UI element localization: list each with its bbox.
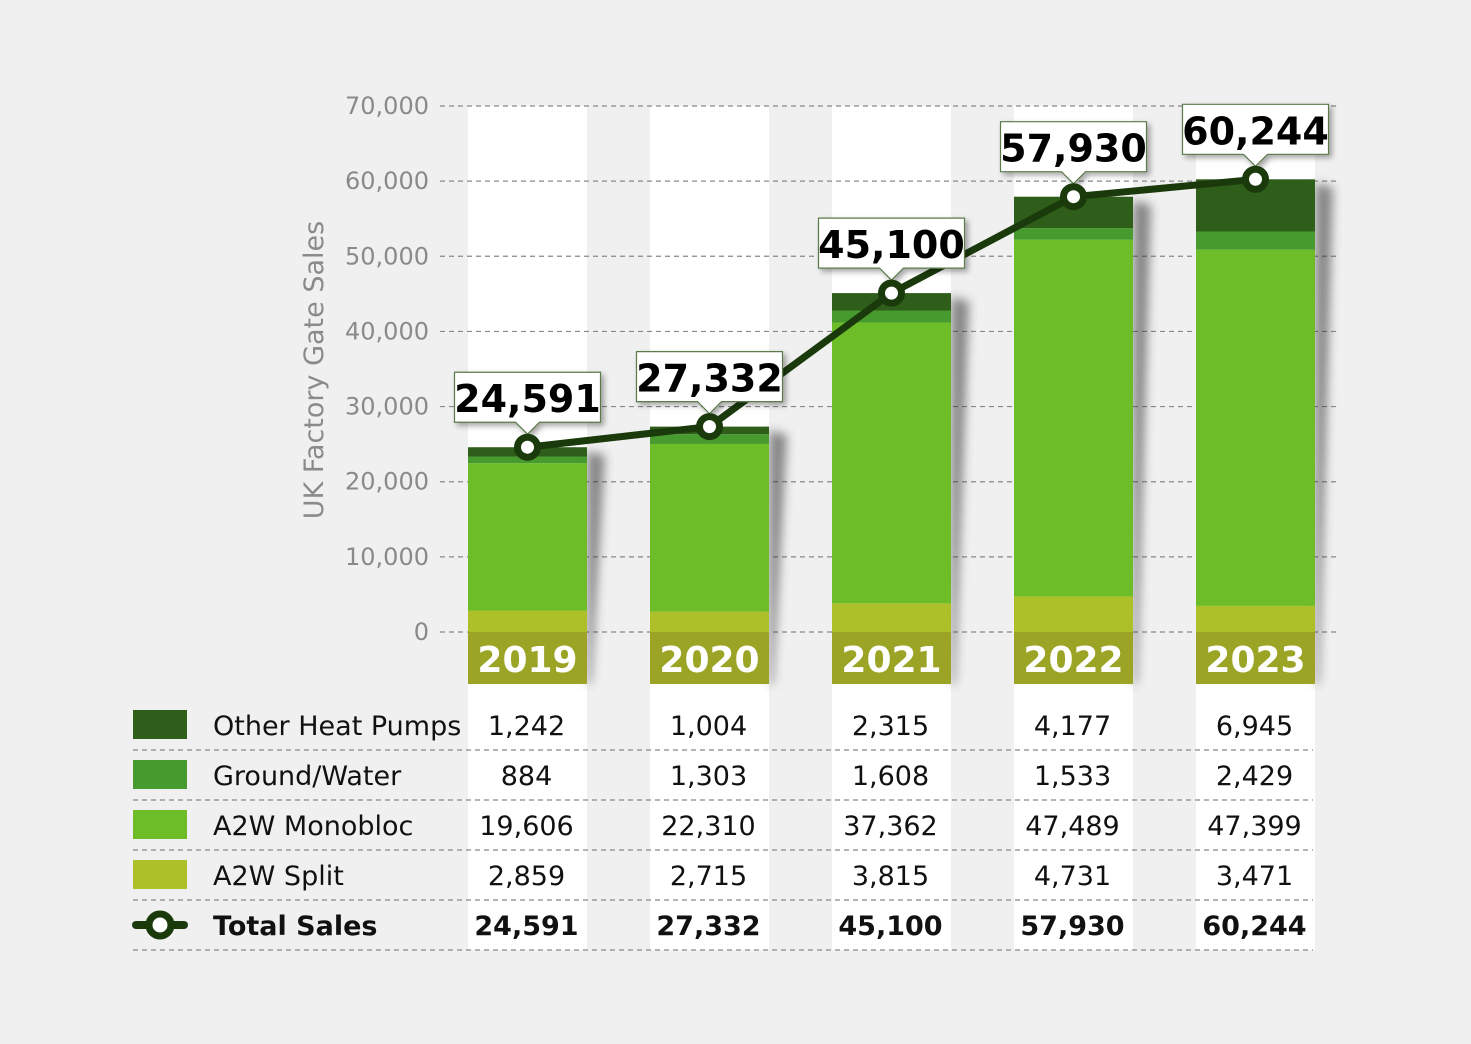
bar-segment-a2w-split: [1014, 596, 1133, 632]
callout-box: [999, 121, 1148, 185]
table-cell: 19,606: [479, 811, 573, 842]
bar-shadow: [951, 297, 969, 684]
data-callout: [817, 217, 966, 281]
data-callout: [453, 371, 602, 436]
data-callout: [1181, 103, 1330, 168]
bar-segment-a2w-monobloc: [1196, 249, 1315, 606]
table-cell: 1,242: [488, 711, 565, 742]
bar-segment-a2w-monobloc: [468, 463, 587, 611]
y-tick-label: 10,000: [345, 543, 429, 571]
legend-label: A2W Split: [213, 861, 344, 892]
bar-segment-a2w-split: [650, 611, 769, 632]
y-axis-label: UK Factory Gate Sales: [299, 221, 330, 519]
y-tick-label: 20,000: [345, 468, 429, 496]
table-cell: 1,533: [1034, 761, 1111, 792]
legend-label: Ground/Water: [213, 761, 402, 792]
year-band: [1196, 632, 1315, 684]
bar-segment-a2w-monobloc: [650, 443, 769, 612]
year-band: [468, 632, 587, 684]
bar-segment-a2w-split: [468, 610, 587, 632]
data-label: 45,100: [818, 223, 965, 267]
year-band: [650, 632, 769, 684]
data-callout: [999, 121, 1148, 185]
table-cell: 3,815: [852, 861, 929, 892]
year-band: [1014, 632, 1133, 684]
table-cell: 47,489: [1025, 811, 1119, 842]
x-tick-label: 2019: [477, 640, 577, 681]
table-cell: 2,859: [488, 861, 565, 892]
bar-segment-a2w-monobloc: [1014, 239, 1133, 597]
y-tick-label: 0: [414, 618, 429, 646]
table-cell-total: 60,244: [1202, 911, 1306, 942]
callout-box: [453, 371, 602, 436]
bar-segment-a2w-split: [832, 603, 951, 632]
total-sales-marker: [1242, 165, 1269, 193]
bar-segment-a2w-split: [1196, 605, 1315, 632]
data-label: 60,244: [1182, 109, 1329, 153]
table-cell-total: 57,930: [1020, 911, 1124, 942]
bar-shadow: [769, 430, 787, 684]
table-cell: 6,945: [1216, 711, 1293, 742]
y-tick-label: 70,000: [345, 92, 429, 120]
bar-shadow: [1133, 200, 1151, 684]
table-cell: 2,315: [852, 711, 929, 742]
data-label: 24,591: [454, 377, 601, 421]
table-cell: 4,177: [1034, 711, 1111, 742]
table-cell: 4,731: [1034, 861, 1111, 892]
table-cell-total: 27,332: [656, 911, 760, 942]
bar-shadow: [1315, 183, 1333, 684]
legend-swatch: [133, 710, 187, 739]
table-cell: 1,303: [670, 761, 747, 792]
table-cell: 37,362: [843, 811, 937, 842]
table-cell-total: 45,100: [838, 911, 942, 942]
table-cell: 884: [501, 761, 553, 792]
bar-shadow: [587, 451, 605, 684]
legend-swatch: [133, 810, 187, 839]
data-callout: [635, 351, 784, 415]
table-cell: 2,429: [1216, 761, 1293, 792]
total-legend-marker-icon: [145, 910, 175, 940]
legend-label-total: Total Sales: [213, 911, 377, 942]
bar-segment-ground-water: [1196, 231, 1315, 250]
total-sales-marker: [878, 279, 905, 307]
data-label: 57,930: [1000, 127, 1147, 171]
callout-box: [1181, 103, 1330, 168]
callout-box: [635, 351, 784, 415]
bar-segment-a2w-monobloc: [832, 322, 951, 604]
x-tick-label: 2020: [659, 640, 759, 681]
y-tick-label: 60,000: [345, 167, 429, 195]
total-sales-marker: [514, 433, 541, 461]
table-cell: 2,715: [670, 861, 747, 892]
table-cell: 3,471: [1216, 861, 1293, 892]
table-cell: 22,310: [661, 811, 755, 842]
data-label: 27,332: [636, 357, 783, 401]
legend-label: A2W Monobloc: [213, 811, 413, 842]
table-cell: 47,399: [1207, 811, 1301, 842]
total-sales-marker: [1060, 183, 1087, 211]
legend-swatch: [133, 860, 187, 889]
table-cell: 1,004: [670, 711, 747, 742]
x-tick-label: 2022: [1023, 640, 1123, 681]
x-tick-label: 2021: [841, 640, 941, 681]
x-tick-label: 2023: [1205, 640, 1305, 681]
table-cell: 1,608: [852, 761, 929, 792]
year-band: [832, 632, 951, 684]
y-tick-label: 50,000: [345, 242, 429, 270]
y-tick-label: 40,000: [345, 317, 429, 345]
callout-box: [817, 217, 966, 281]
legend-swatch: [133, 760, 187, 789]
total-sales-marker: [696, 413, 723, 441]
y-tick-label: 30,000: [345, 393, 429, 421]
bar-segment-ground-water: [1014, 228, 1133, 240]
legend-label: Other Heat Pumps: [213, 711, 461, 742]
table-cell-total: 24,591: [474, 911, 578, 942]
